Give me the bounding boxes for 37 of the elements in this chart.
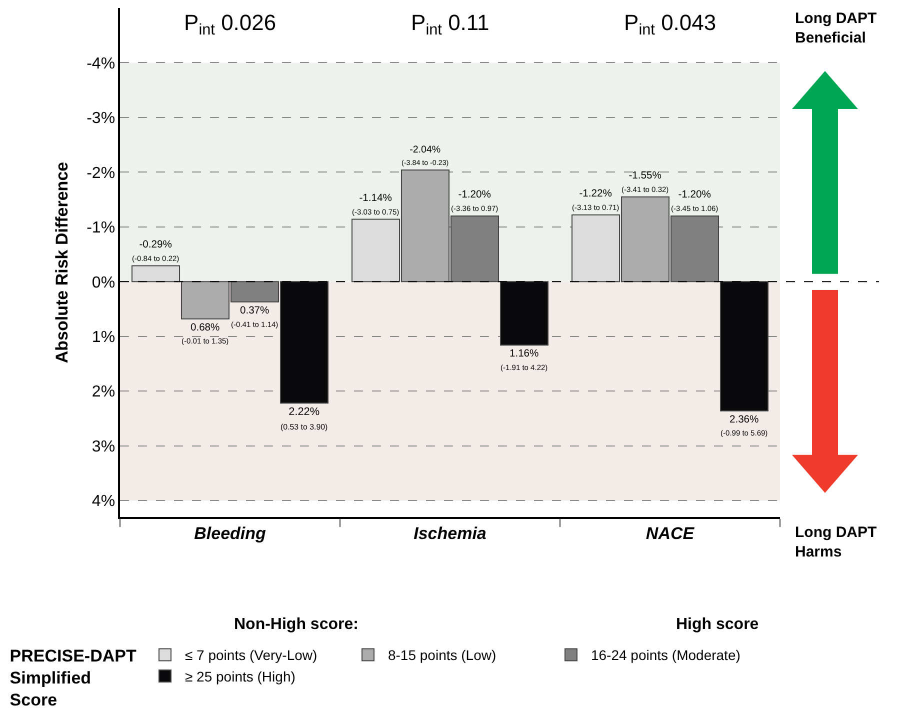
text: High score	[676, 616, 759, 633]
legend-label: ≥ 25 points (High)	[184, 668, 296, 684]
data-label: -0.29% (-0.84 to 0.22)	[132, 239, 180, 263]
text: Non-High score:	[234, 616, 358, 633]
data-label: -1.14% (-3.03 to 0.75)	[352, 192, 400, 216]
annotation: P$_{int}$ 0.11	[411, 10, 490, 39]
annotation: P$_{int}$ 0.043	[624, 10, 716, 39]
y-tick-label: -4%	[86, 55, 116, 72]
y-tick-label: 4%	[92, 493, 116, 510]
bar	[131, 265, 180, 282]
y-tick-label: 1%	[92, 328, 116, 346]
y-tick-label: 0%	[92, 274, 116, 292]
y-axis-title: Absolute Risk Difference	[52, 162, 72, 364]
x-tick-label: Ischemia	[414, 524, 486, 544]
data-label: -1.55% (-3.41 to 0.32)	[622, 170, 670, 194]
data-label: -1.22% (-3.13 to 0.71)	[572, 188, 620, 212]
data-label: 0.37% (-0.41 to 1.14)	[231, 305, 279, 329]
data-label: 2.22% (0.53 to 3.90)	[280, 406, 328, 432]
legend-label: 16-24 points (Moderate)	[590, 647, 740, 664]
y-tick-label: -3%	[86, 110, 116, 128]
legend-title: PRECISE-DAPT Simplified Score	[10, 646, 137, 710]
y-tick-label: -2%	[86, 164, 116, 182]
y-tick-label: 2%	[92, 384, 116, 401]
text: Long DAPT Beneficial	[795, 10, 877, 46]
legend-label: ≤ 7 points (Very-Low)	[184, 647, 318, 664]
x-tick-label: Bleeding	[194, 524, 266, 544]
x-tick-label: NACE	[646, 524, 695, 544]
annotation: P$_{int}$ 0.026	[184, 10, 276, 39]
text: Long DAPT Harms	[795, 524, 877, 560]
data-label: -1.20% (-3.36 to 0.97)	[451, 190, 499, 214]
legend-label: 8-15 points (Low)	[388, 647, 496, 664]
y-tick-label: 3%	[92, 438, 116, 456]
data-label: 1.16% (-1.91 to 4.22)	[500, 348, 548, 372]
data-label: -1.20% (-3.45 to 1.06)	[671, 190, 719, 214]
data-label: 0.68% (-0.01 to 1.35)	[182, 322, 230, 346]
data-label: 2.36% (-0.99 to 5.69)	[720, 414, 768, 438]
y-tick-label: -1%	[86, 220, 116, 237]
